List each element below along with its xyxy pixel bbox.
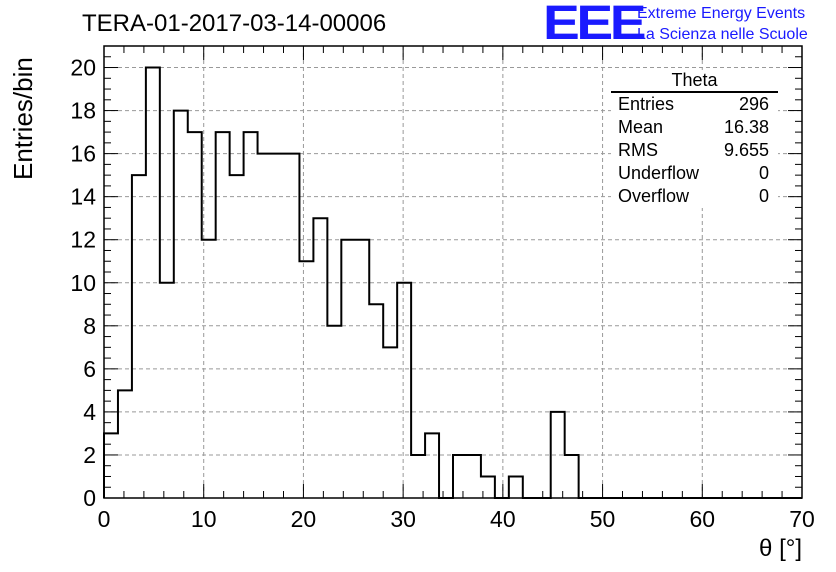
plot-frame (103, 45, 803, 499)
histogram-bin (565, 455, 579, 498)
histogram-bin (453, 455, 467, 498)
y-tick-label: 14 (70, 184, 96, 210)
stats-row-underflow: Underflow 0 (611, 162, 778, 185)
y-tick-label: 12 (70, 227, 96, 253)
histogram-bin (174, 111, 188, 498)
histogram-bin (425, 433, 439, 498)
histogram-bin (467, 455, 481, 498)
stats-box: Theta Entries 296 Mean 16.38 RMS 9.655 U… (611, 70, 778, 208)
histogram-bin (216, 132, 230, 498)
histogram-bin (383, 347, 397, 498)
stats-label: Mean (618, 117, 664, 137)
histogram-bin (313, 218, 327, 498)
histogram-bin (188, 132, 202, 498)
histogram-bin (244, 132, 258, 498)
histogram-bin (509, 476, 523, 498)
stats-label: RMS (618, 140, 658, 160)
stats-label: Underflow (618, 163, 700, 183)
y-tick-label: 0 (83, 485, 96, 511)
histogram-bin (132, 175, 146, 498)
x-tick-label: 10 (191, 506, 217, 532)
stats-value: 0 (758, 163, 769, 183)
histogram-bin (118, 390, 132, 498)
histogram-bin (299, 261, 313, 498)
stats-value: 9.655 (723, 140, 769, 160)
stats-label: Entries (618, 94, 675, 114)
histogram-bin (369, 304, 383, 498)
y-tick-label: 18 (70, 98, 96, 124)
x-tick-label: 60 (689, 506, 715, 532)
x-tick-label: 20 (291, 506, 317, 532)
x-axis-label: θ [°] (759, 535, 802, 562)
x-tick-label: 50 (590, 506, 616, 532)
y-tick-label: 2 (83, 442, 96, 468)
stats-value: 296 (738, 94, 769, 114)
chart-title: TERA-01-2017-03-14-00006 (82, 10, 387, 37)
stats-row-entries: Entries 296 (611, 93, 778, 116)
logo-caption: Extreme Energy Events La Scienza nelle S… (637, 3, 808, 45)
x-tick-label: 30 (390, 506, 416, 532)
stats-row-mean: Mean 16.38 (611, 116, 778, 139)
histogram-bin (160, 283, 174, 498)
logo-line1: Extreme Energy Events (637, 5, 806, 22)
eee-logo: EEE (543, 0, 647, 50)
histogram-bin (397, 283, 411, 498)
stats-row-rms: RMS 9.655 (611, 139, 778, 162)
logo-line2: La Scienza nelle Scuole (637, 26, 808, 43)
y-axis-label: Entries/bin (8, 57, 38, 180)
x-tick-label: 0 (98, 506, 111, 532)
y-tick-label: 10 (70, 270, 96, 296)
stats-value: 0 (758, 186, 769, 206)
y-tick-label: 20 (70, 55, 96, 81)
x-tick-label: 70 (789, 506, 815, 532)
stats-row-overflow: Overflow 0 (611, 185, 778, 208)
y-tick-label: 4 (83, 399, 96, 425)
stats-label: Overflow (618, 186, 690, 206)
y-tick-label: 6 (83, 356, 96, 382)
x-tick-label: 40 (490, 506, 516, 532)
y-tick-label: 16 (70, 141, 96, 167)
stats-value: 16.38 (723, 117, 769, 137)
histogram-bin (230, 175, 244, 498)
y-tick-label: 8 (83, 313, 96, 339)
stats-title: Theta (611, 70, 778, 93)
